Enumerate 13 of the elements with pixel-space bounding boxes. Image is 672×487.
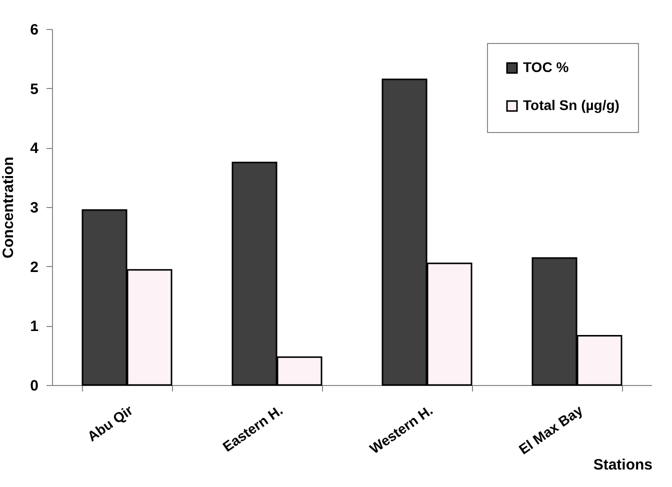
x-axis-title: Stations	[593, 456, 652, 474]
y-axis-title: Concentration	[0, 156, 18, 258]
legend-label: Total Sn (µg/g)	[523, 97, 620, 113]
y-tick-label: 5	[30, 80, 38, 98]
y-tick-label: 1	[30, 318, 38, 336]
y-tick-label: 4	[30, 140, 40, 158]
y-tick-label: 0	[30, 378, 38, 394]
y-tick-label: 3	[30, 200, 38, 216]
x-tick-label: Abu Qir	[84, 402, 136, 444]
y-tick-label: 2	[30, 258, 38, 276]
y-tick-label: 6	[30, 22, 38, 38]
legend-label: TOC %	[523, 59, 570, 75]
x-tick-label: El Max Bay	[516, 402, 586, 458]
